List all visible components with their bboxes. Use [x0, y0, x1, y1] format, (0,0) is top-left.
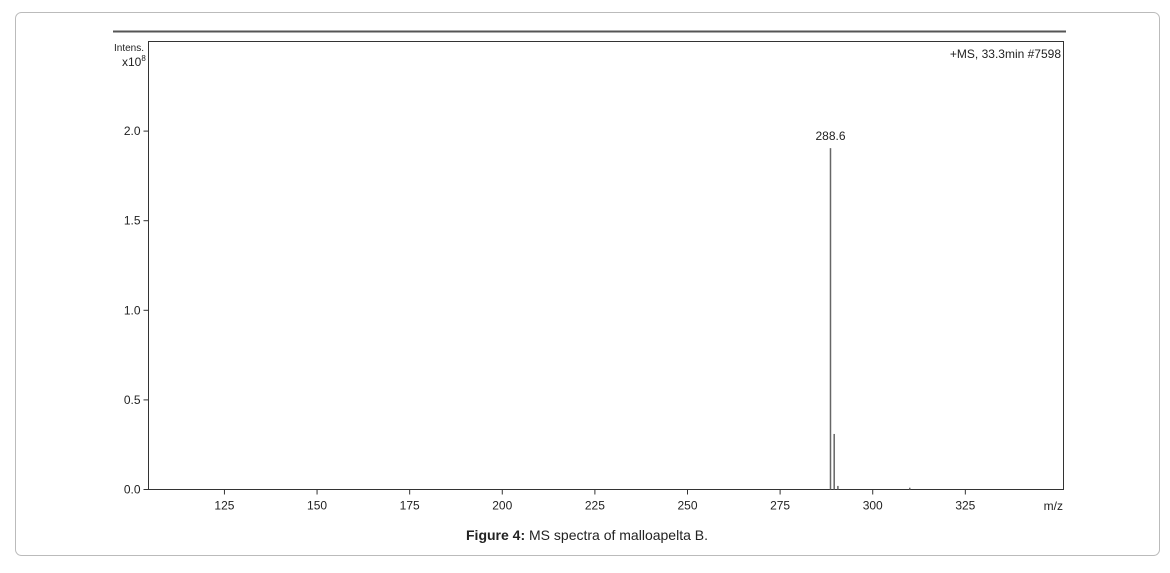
- y-tick-label: 0.0: [124, 483, 141, 497]
- y-multiplier: x108: [122, 54, 146, 69]
- caption-text: MS spectra of malloapelta B.: [529, 527, 708, 543]
- x-tick-label: 325: [955, 499, 975, 513]
- x-tick-label: 175: [400, 499, 420, 513]
- x-tick-label: 275: [770, 499, 790, 513]
- x-tick-label: 250: [677, 499, 697, 513]
- y-tick-label: 1.0: [124, 303, 141, 317]
- x-tick-label: 300: [863, 499, 883, 513]
- peak-label: 288.6: [815, 129, 845, 143]
- caption: Figure 4: MS spectra of malloapelta B.: [466, 527, 708, 543]
- y-multiplier-exponent: 8: [141, 54, 146, 63]
- x-tick-label: 200: [492, 499, 512, 513]
- y-tick-label: 0.5: [124, 393, 141, 407]
- y-tick-label: 2.0: [124, 124, 141, 138]
- caption-label: Figure 4:: [466, 527, 525, 543]
- x-label: m/z: [1044, 499, 1063, 513]
- figure-frame: [15, 12, 1160, 556]
- y-multiplier-base: x10: [122, 55, 142, 69]
- x-tick-label: 125: [214, 499, 234, 513]
- x-tick-label: 150: [307, 499, 327, 513]
- x-tick-label: 225: [585, 499, 605, 513]
- y-label: Intens.: [114, 43, 144, 54]
- subtitle: +MS, 33.3min #7598: [950, 47, 1061, 61]
- y-tick-label: 1.5: [124, 214, 141, 228]
- plot-frame: [148, 41, 1064, 490]
